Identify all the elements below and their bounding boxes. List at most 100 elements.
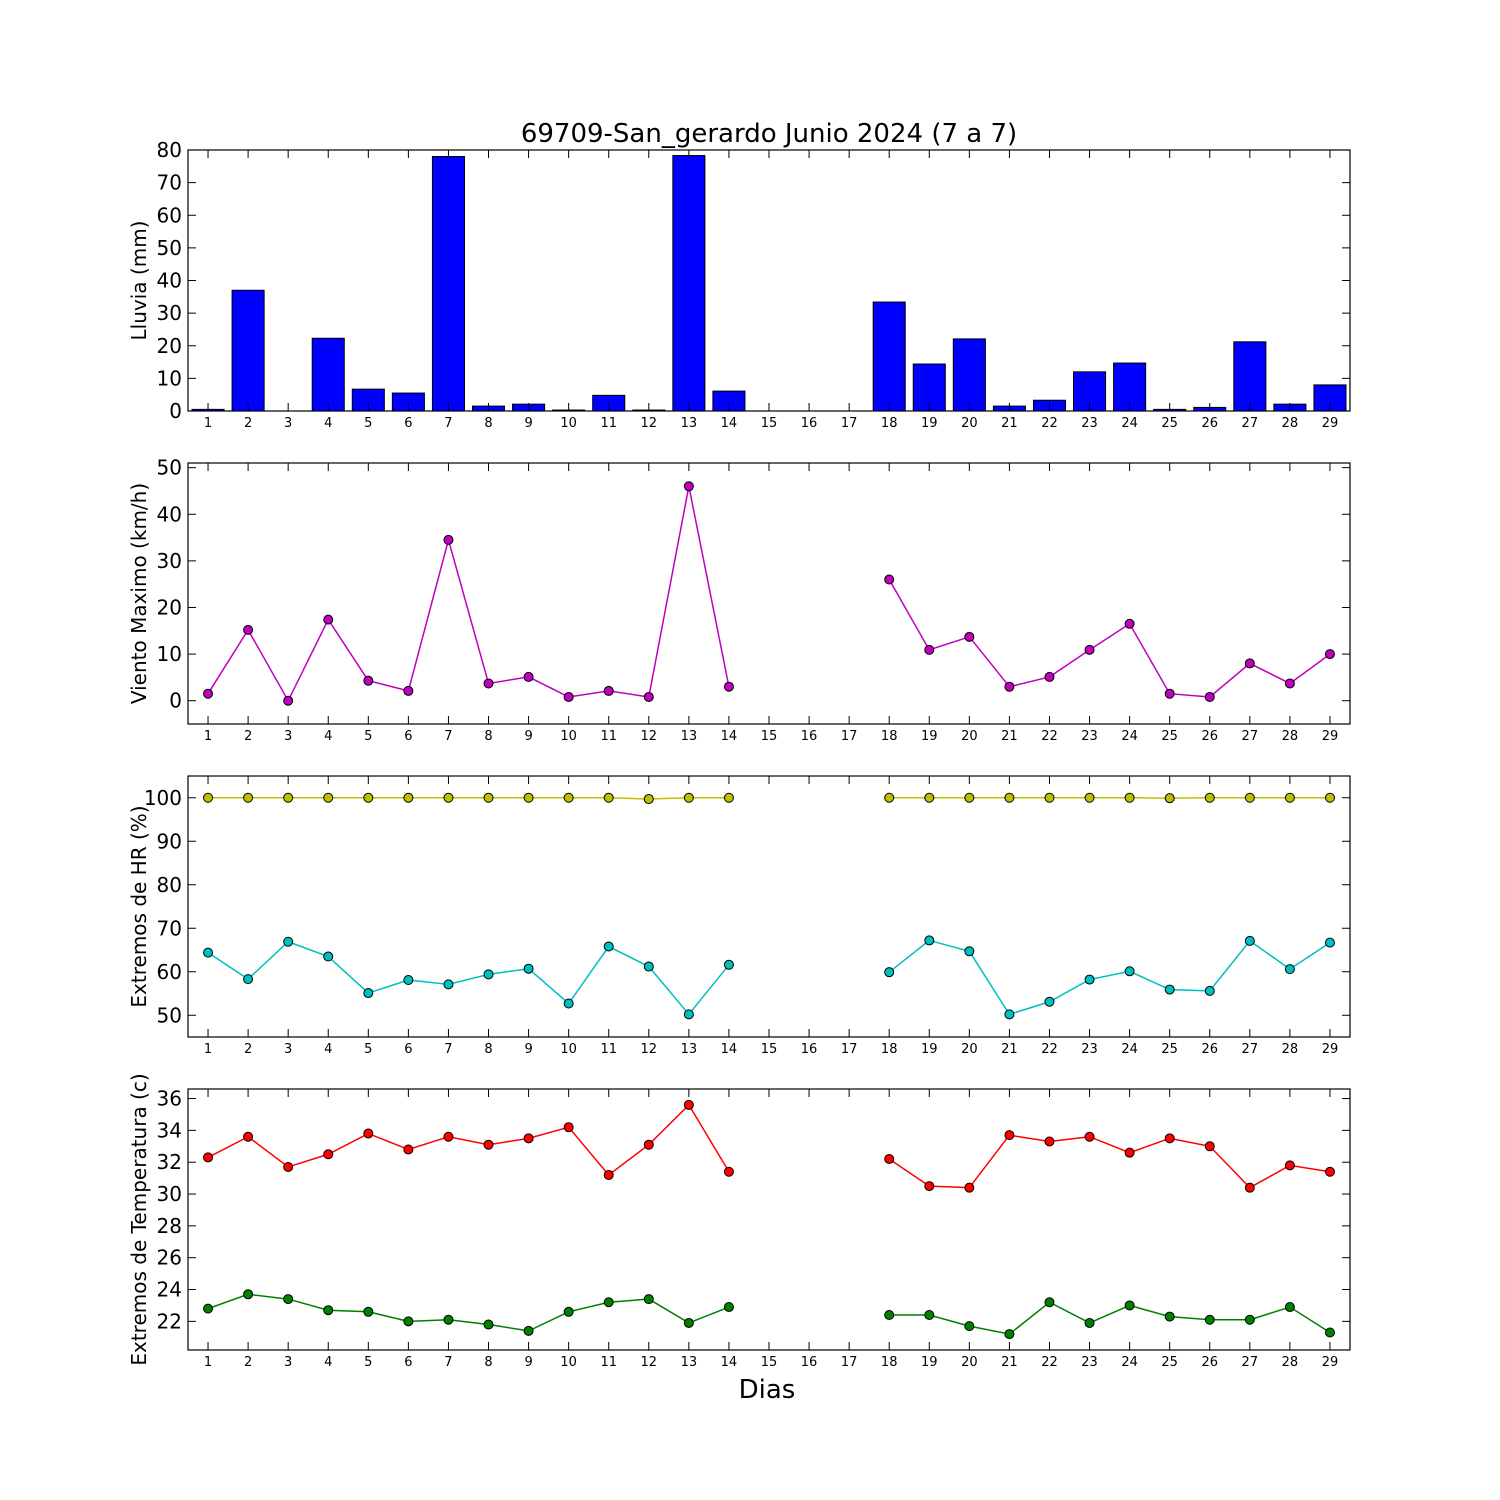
point-series-2-day-7	[443, 1314, 454, 1325]
y-tick-label: 26	[157, 1246, 182, 1270]
point-series-1-day-28	[1284, 1160, 1295, 1171]
point-series-2-day-12	[643, 961, 654, 972]
point-series-2-day-12	[643, 1294, 654, 1305]
point-series-1-day-4	[323, 792, 334, 803]
x-tick-label: 25	[1161, 729, 1178, 744]
point-series-1-day-25	[1164, 793, 1175, 804]
point-series-1-day-23	[1084, 644, 1095, 655]
point-series-1-day-13	[683, 481, 694, 492]
y-tick-label: 34	[157, 1118, 182, 1142]
x-tick-label: 16	[801, 1042, 818, 1057]
point-series-1-day-12	[643, 691, 654, 702]
point-series-2-day-3	[283, 1294, 294, 1305]
point-series-1-day-21	[1004, 792, 1015, 803]
x-tick-label: 3	[284, 416, 292, 431]
y-tick-label: 30	[157, 301, 182, 325]
point-series-1-day-23	[1084, 792, 1095, 803]
point-series-1-day-10	[563, 792, 574, 803]
series-1-line-2	[888, 579, 1331, 698]
x-tick-label: 24	[1121, 729, 1138, 744]
point-series-1-day-26	[1204, 691, 1215, 702]
x-tick-label: 20	[961, 416, 978, 431]
point-series-1-day-8	[483, 792, 494, 803]
y-tick-label: 0	[169, 689, 182, 713]
x-tick-label: 18	[881, 1355, 898, 1370]
point-series-1-day-10	[563, 1122, 574, 1133]
y-axis-label: Viento Maximo (km/h)	[127, 483, 151, 704]
x-tick-label: 1	[204, 1355, 212, 1370]
x-tick-label: 29	[1322, 729, 1339, 744]
point-series-2-day-24	[1124, 966, 1135, 977]
point-series-1-day-19	[924, 644, 935, 655]
y-tick-label: 20	[157, 334, 182, 358]
x-tick-label: 13	[681, 416, 698, 431]
x-tick-label: 29	[1322, 416, 1339, 431]
point-series-2-day-2	[243, 1289, 254, 1300]
point-series-2-day-11	[603, 1297, 614, 1308]
x-tick-label: 5	[364, 1042, 372, 1057]
bar-day-7	[431, 156, 465, 412]
y-tick-label: 10	[157, 366, 182, 390]
point-series-1-day-27	[1244, 1182, 1255, 1193]
x-tick-label: 23	[1081, 1042, 1098, 1057]
x-tick-label: 29	[1322, 1355, 1339, 1370]
point-series-2-day-1	[203, 1303, 214, 1314]
point-series-2-day-13	[683, 1009, 694, 1020]
x-tick-label: 23	[1081, 1355, 1098, 1370]
x-tick-label: 8	[484, 1042, 492, 1057]
point-series-1-day-14	[723, 681, 734, 692]
point-series-2-day-29	[1324, 937, 1335, 948]
series-2-line-1	[207, 940, 730, 1016]
point-series-1-day-9	[523, 792, 534, 803]
x-tick-label: 27	[1242, 416, 1259, 431]
y-tick-label: 70	[157, 916, 182, 940]
point-series-2-day-28	[1284, 964, 1295, 975]
point-series-1-day-13	[683, 1099, 694, 1110]
point-series-1-day-18	[884, 792, 895, 803]
point-series-2-day-7	[443, 979, 454, 990]
point-series-1-day-1	[203, 792, 214, 803]
x-tick-label: 12	[641, 729, 658, 744]
point-series-2-day-4	[323, 1305, 334, 1316]
y-tick-label: 100	[144, 786, 182, 810]
point-series-2-day-5	[363, 1306, 374, 1317]
point-series-1-day-24	[1124, 792, 1135, 803]
point-series-1-day-4	[323, 614, 334, 625]
point-series-1-day-29	[1324, 1166, 1335, 1177]
point-series-1-day-14	[723, 792, 734, 803]
point-series-2-day-23	[1084, 974, 1095, 985]
x-tick-label: 6	[404, 416, 412, 431]
y-tick-label: 60	[157, 960, 182, 984]
x-tick-label: 10	[560, 1042, 577, 1057]
point-series-1-day-28	[1284, 792, 1295, 803]
point-series-1-day-1	[203, 688, 214, 699]
x-tick-label: 17	[841, 1355, 858, 1370]
x-tick-label: 27	[1242, 1355, 1259, 1370]
x-tick-label: 27	[1242, 1042, 1259, 1057]
y-tick-label: 24	[157, 1278, 182, 1302]
point-series-1-day-12	[643, 1139, 654, 1150]
x-tick-label: 21	[1001, 416, 1018, 431]
x-tick-label: 9	[524, 1042, 532, 1057]
y-tick-label: 36	[157, 1087, 182, 1111]
x-tick-label: 16	[801, 729, 818, 744]
point-series-1-day-2	[243, 1131, 254, 1142]
point-series-1-day-21	[1004, 1130, 1015, 1141]
x-tick-label: 5	[364, 416, 372, 431]
point-series-1-day-24	[1124, 618, 1135, 629]
x-tick-label: 15	[761, 416, 778, 431]
point-series-1-day-25	[1164, 1133, 1175, 1144]
point-series-1-day-8	[483, 678, 494, 689]
series-1-line-1	[208, 797, 729, 800]
point-series-2-day-29	[1324, 1327, 1335, 1338]
x-tick-label: 17	[841, 416, 858, 431]
x-tick-label: 22	[1041, 729, 1058, 744]
x-tick-label: 21	[1001, 1042, 1018, 1057]
point-series-1-day-9	[523, 1133, 534, 1144]
x-tick-label: 12	[641, 1355, 658, 1370]
point-series-1-day-7	[443, 792, 454, 803]
point-series-1-day-23	[1084, 1131, 1095, 1142]
